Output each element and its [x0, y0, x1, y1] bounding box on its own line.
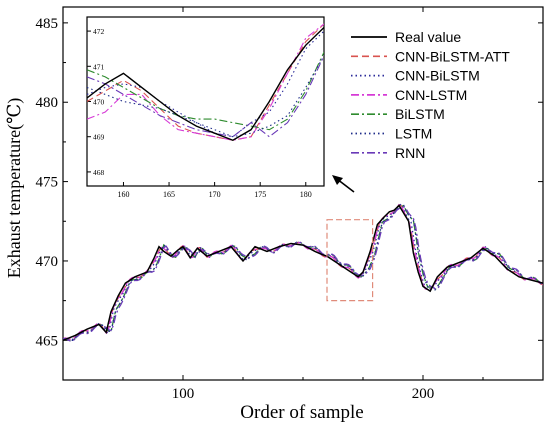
y-tick-label: 475 — [36, 175, 59, 191]
y-tick-label: 470 — [36, 254, 59, 270]
y-axis-label: Exhaust temperature(℃) — [4, 98, 25, 279]
legend-label: Real value — [395, 29, 461, 45]
inset-series-line-cnn-bilstm — [87, 30, 324, 138]
inset-plot-area: 160 165 170 175 180 468 469 470 471 472 — [86, 16, 325, 199]
legend-label: CNN-BiLSTM — [395, 68, 480, 84]
legend-label: CNN-BiLSTM-ATT — [395, 48, 510, 64]
inset-series-line-cnn-bilstm-att — [87, 23, 324, 141]
y-tick-label: 480 — [36, 95, 59, 111]
inset-x-tick-label: 180 — [300, 190, 312, 199]
inset-series-group — [87, 23, 324, 142]
inset-y-tick-label: 469 — [93, 133, 105, 142]
x-tick-label: 200 — [412, 386, 435, 402]
x-axis-label: Order of sample — [240, 402, 363, 423]
inset-series-line-real-value — [87, 27, 324, 142]
main-series-group — [63, 202, 543, 342]
legend-label: CNN-LSTM — [395, 87, 467, 103]
inset-frame — [86, 16, 325, 187]
zoom-arrow-head — [332, 175, 343, 185]
legend-label: RNN — [395, 145, 425, 161]
inset-y-tick-label: 471 — [93, 62, 105, 71]
inset-y-tick-label: 468 — [93, 168, 105, 177]
inset-x-tick-label: 160 — [117, 190, 129, 199]
legend-label: BiLSTM — [395, 106, 445, 122]
inset-x-tick-label: 170 — [209, 190, 221, 199]
main-plot-area: 100 200 465 470 475 480 485 — [36, 6, 544, 402]
inset-y-tick-label: 472 — [93, 27, 105, 36]
legend-label: LSTM — [395, 126, 432, 142]
inset-x-tick-label: 175 — [254, 190, 266, 199]
y-tick-label: 465 — [36, 333, 59, 349]
legend: Real value CNN-BiLSTM-ATT CNN-BiLSTM CNN-LS… — [351, 29, 510, 161]
inset-series-line-rnn — [87, 55, 324, 138]
zoom-highlight-box — [326, 219, 374, 302]
series-line-real-value — [63, 204, 543, 342]
y-tick-label: 485 — [36, 16, 59, 32]
inset-y-tick-label: 470 — [93, 98, 105, 107]
inset-series-line-bilstm — [87, 51, 324, 131]
inset-x-tick-label: 165 — [163, 190, 175, 199]
x-tick-label: 100 — [172, 386, 195, 402]
series-line-rnn — [63, 206, 543, 342]
